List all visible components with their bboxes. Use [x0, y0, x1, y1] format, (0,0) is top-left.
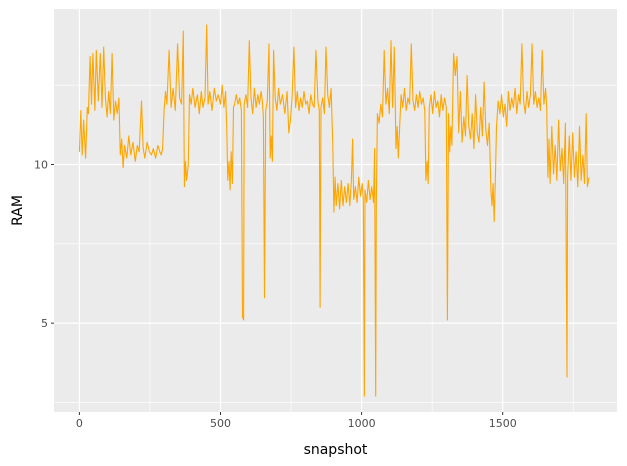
series-layer — [78, 24, 590, 397]
major-gridlines — [54, 9, 617, 412]
x-tick-label: 0 — [76, 417, 83, 430]
x-tick-label: 1500 — [489, 417, 517, 430]
y-tick-label: 10 — [34, 158, 48, 171]
x-axis-title: snapshot — [304, 442, 368, 458]
y-axis: 5 10 — [34, 158, 54, 330]
ram-series-line — [78, 24, 590, 397]
y-tick-label: 5 — [41, 317, 48, 330]
y-axis-title: RAM — [10, 195, 26, 226]
x-tick-label: 1000 — [348, 417, 376, 430]
x-tick-label: 500 — [210, 417, 231, 430]
x-axis: 0 500 1000 1500 — [76, 412, 517, 430]
